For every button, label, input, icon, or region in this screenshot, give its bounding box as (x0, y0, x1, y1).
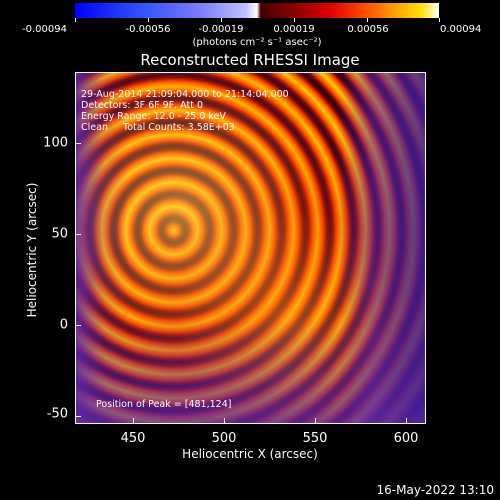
colorbar (75, 3, 439, 18)
peak-position: Position of Peak = [481,124] (96, 399, 232, 410)
x-tick (133, 418, 134, 424)
rhessi-image: 29-Aug-2014 21:09:04.000 to 21:14:04.000… (75, 72, 426, 424)
x-tick (224, 418, 225, 424)
info-energy: Energy Range: 12.0 - 25.0 keV (81, 111, 226, 122)
y-tick-label: 50 (51, 226, 68, 242)
y-tick-label: -50 (46, 406, 68, 422)
timestamp: 16-May-2022 13:10 (376, 483, 494, 497)
y-axis-title: Heliocentric Y (arcsec) (25, 182, 39, 318)
colorbar-tick-label: 0.00094 (440, 24, 482, 35)
colorbar-tick-label: -0.00094 (22, 24, 67, 35)
colorbar-tick-label: -0.00056 (125, 24, 171, 35)
y-tick (75, 143, 81, 144)
x-tick (406, 418, 407, 424)
colorbar-tick (75, 18, 76, 22)
plot-title: Reconstructed RHESSI Image (140, 51, 360, 69)
image-overlay (76, 73, 425, 423)
y-tick (75, 234, 81, 235)
colorbar-tick (367, 18, 368, 22)
y-tick (75, 416, 81, 417)
x-tick-label: 450 (120, 431, 146, 446)
y-tick (75, 325, 81, 326)
y-tick-label: 100 (43, 135, 68, 151)
y-tick-label: 0 (59, 317, 68, 333)
x-tick-label: 500 (211, 431, 237, 446)
colorbar-tick-label: -0.00019 (198, 24, 244, 35)
x-tick (315, 418, 316, 424)
x-tick-label: 600 (393, 431, 419, 446)
colorbar-tick-label: 0.00056 (347, 24, 389, 35)
x-tick-label: 550 (302, 431, 328, 446)
info-time-range: 29-Aug-2014 21:09:04.000 to 21:14:04.000 (81, 89, 289, 100)
colorbar-tick-label: 0.00019 (273, 24, 315, 35)
colorbar-units: (photons cm⁻² s⁻¹ asec⁻²) (192, 37, 322, 48)
info-method: Clean Total Counts: 3.58E+03 (81, 122, 235, 133)
colorbar-tick (294, 18, 295, 22)
colorbar-tick (439, 18, 440, 22)
colorbar-tick (221, 18, 222, 22)
x-axis-title: Heliocentric X (arcsec) (182, 447, 318, 461)
colorbar-tick (148, 18, 149, 22)
info-detectors: Detectors: 3F 6F 9F, Att 0 (81, 100, 204, 111)
